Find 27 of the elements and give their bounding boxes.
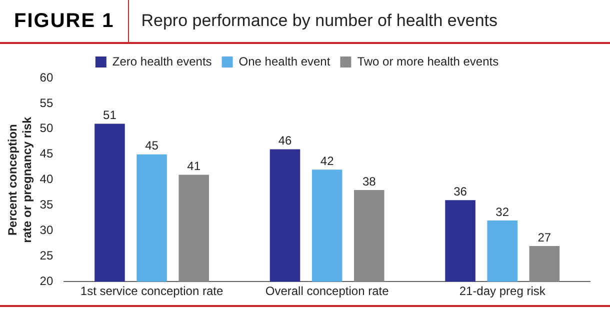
y-axis-title: Percent conception rate or pregnancy risk <box>6 116 34 243</box>
y-tick-label: 40 <box>40 172 54 186</box>
y-tick-label: 35 <box>40 198 54 212</box>
y-tick-label: 50 <box>40 121 54 136</box>
legend-label: Zero health events <box>112 54 212 68</box>
x-tick-label: 21-day preg risk <box>459 284 546 298</box>
data-label: 51 <box>103 108 117 122</box>
data-label: 45 <box>145 138 159 153</box>
chart-title: FIGURE 1 <box>0 0 130 42</box>
legend-label: One health event <box>238 54 331 68</box>
y-tick-label: 20 <box>40 274 54 288</box>
x-tick-label: 1st service conception rate <box>80 284 224 298</box>
x-tick-label: Overall conception rate <box>265 284 390 298</box>
y-tick-label: 45 <box>40 146 54 161</box>
y-tick-label: 30 <box>40 223 54 238</box>
data-label: 41 <box>187 159 201 174</box>
data-label: 38 <box>362 174 376 188</box>
y-tick-label: 55 <box>40 96 54 110</box>
legend-label: Two or more health events <box>357 54 499 68</box>
data-label: 36 <box>454 184 468 198</box>
data-label: 42 <box>320 154 334 168</box>
y-tick-label: 60 <box>40 70 54 84</box>
data-label: 32 <box>496 204 510 219</box>
chart-subtitle: Repro performance by number of health events <box>140 11 498 31</box>
data-label: 46 <box>278 134 292 148</box>
data-label: 27 <box>538 230 552 244</box>
y-tick-label: 25 <box>40 248 54 262</box>
